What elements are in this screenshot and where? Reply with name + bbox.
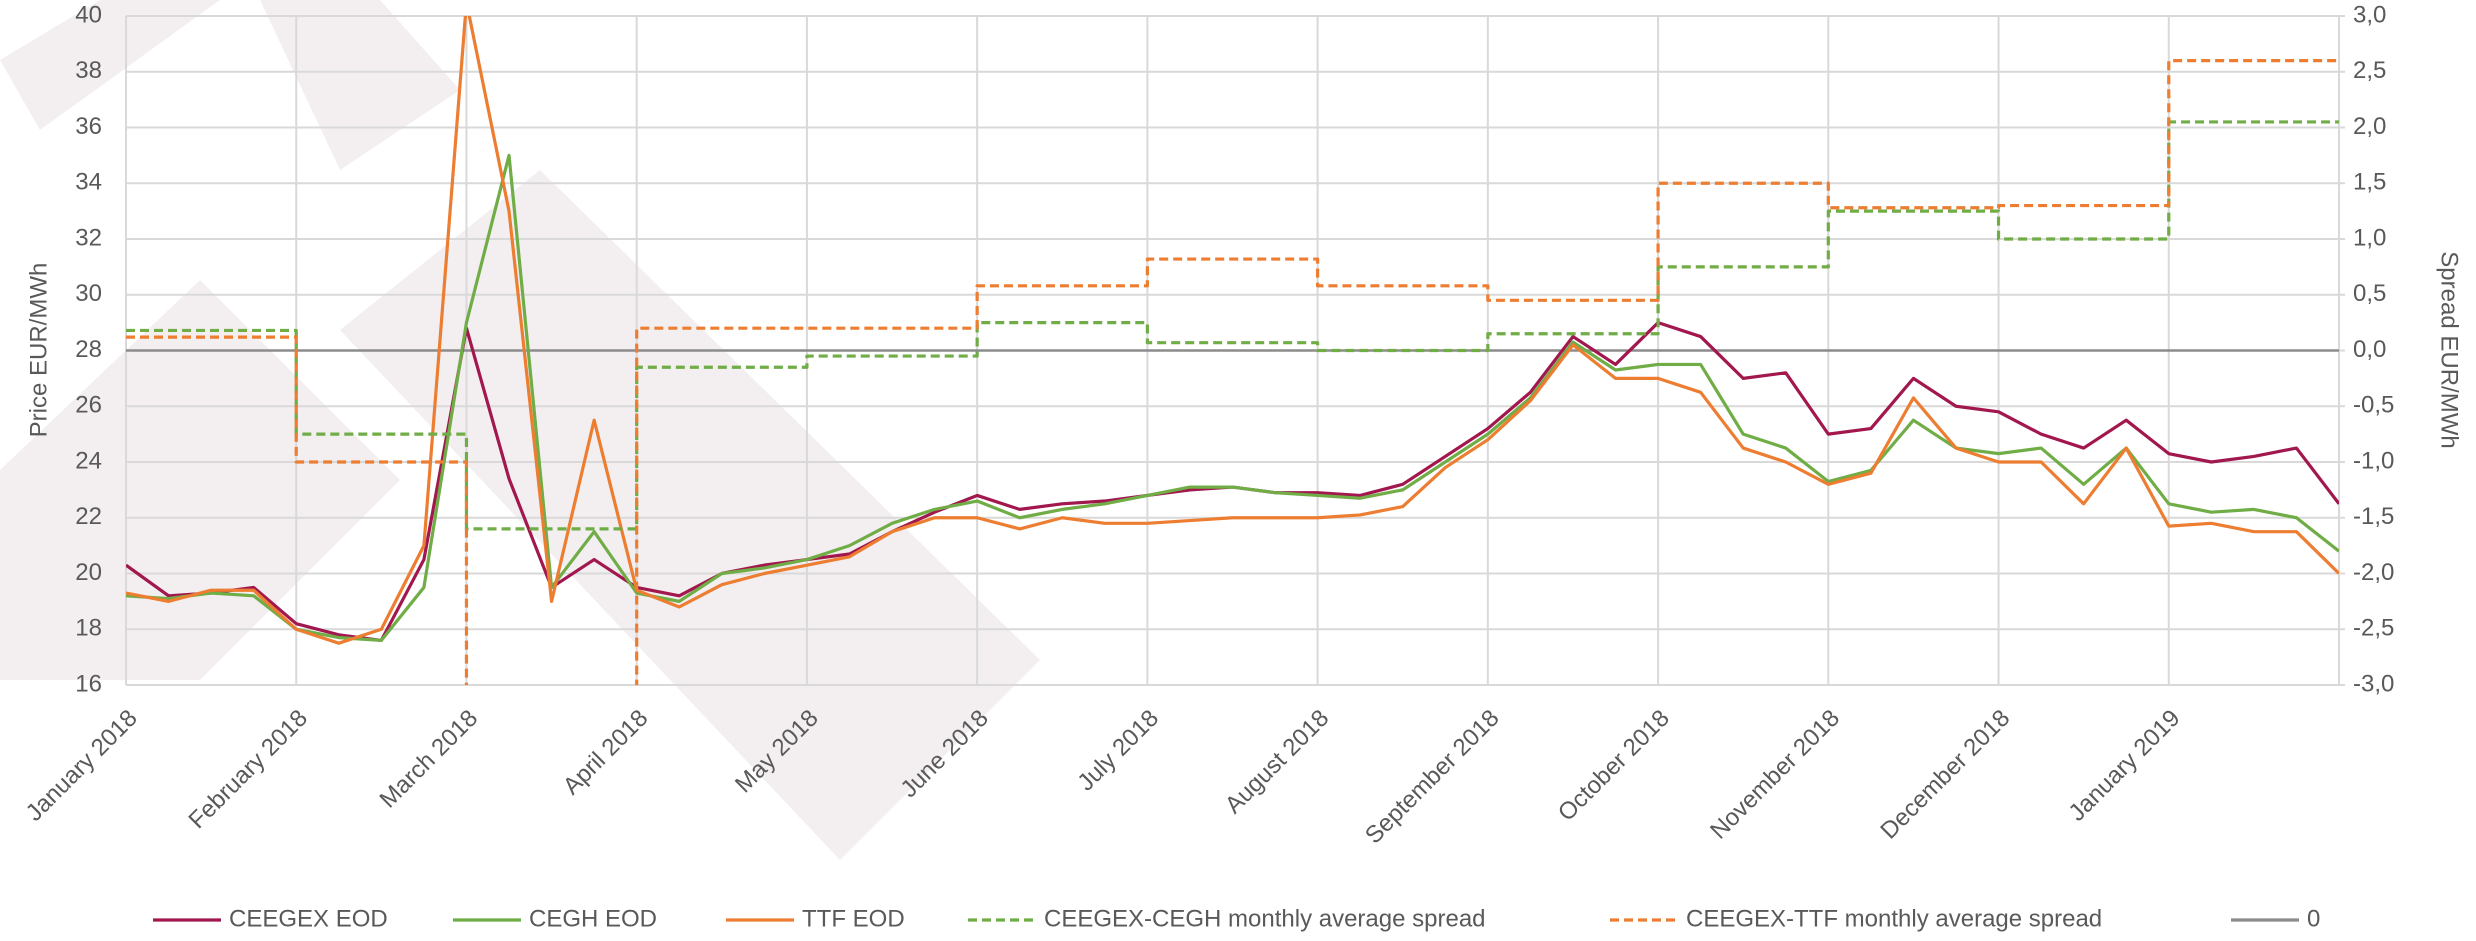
x-tick-label: February 2018 — [183, 705, 312, 834]
y-tick-label: 34 — [75, 169, 102, 196]
series-line — [126, 16, 2339, 645]
series-line — [126, 59, 2339, 685]
legend-label: 0 — [2307, 905, 2320, 932]
x-tick-label: July 2018 — [1072, 705, 1164, 797]
y-tick-label: 28 — [75, 336, 102, 363]
y-tick-label: 40 — [75, 1, 102, 28]
y-tick-label: 26 — [75, 392, 102, 419]
y-tick-label: 22 — [75, 503, 102, 530]
y2-tick-label: -1,5 — [2353, 503, 2394, 530]
y2-tick-label: 3,0 — [2353, 1, 2386, 28]
x-tick-label: January 2018 — [21, 705, 143, 827]
y-tick-label: 20 — [75, 559, 102, 586]
y-tick-label: 38 — [75, 57, 102, 84]
y2-tick-label: 2,0 — [2353, 113, 2386, 140]
legend-label: CEGH EOD — [529, 905, 657, 932]
y-tick-label: 36 — [75, 113, 102, 140]
series-line — [126, 153, 2339, 642]
x-tick-label: August 2018 — [1220, 705, 1334, 819]
y-tick-label: 18 — [75, 615, 102, 642]
y-tick-label: 30 — [75, 280, 102, 307]
y2-tick-label: -0,5 — [2353, 392, 2394, 419]
y-axis-label: Price EUR/MWh — [25, 263, 52, 438]
x-tick-label: April 2018 — [558, 705, 654, 801]
y2-tick-label: 2,5 — [2353, 57, 2386, 84]
x-tick-label: March 2018 — [374, 705, 483, 814]
legend-label: CEEGEX EOD — [229, 905, 388, 932]
y-tick-label: 24 — [75, 447, 102, 474]
y2-axis-label: Spread EUR/MWh — [2436, 251, 2463, 448]
y2-tick-label: 1,0 — [2353, 224, 2386, 251]
y-tick-label: 32 — [75, 224, 102, 251]
legend-label: CEEGEX-CEGH monthly average spread — [1044, 905, 1486, 932]
y2-tick-label: -2,5 — [2353, 615, 2394, 642]
watermark — [0, 0, 1040, 860]
x-tick-label: November 2018 — [1705, 705, 1845, 845]
y2-tick-label: 0,5 — [2353, 280, 2386, 307]
legend-label: TTF EOD — [802, 905, 905, 932]
x-tick-label: January 2019 — [2064, 705, 2186, 827]
y2-tick-label: -2,0 — [2353, 559, 2394, 586]
y2-tick-label: -1,0 — [2353, 447, 2394, 474]
y2-tick-label: 1,5 — [2353, 169, 2386, 196]
x-tick-label: September 2018 — [1360, 705, 1505, 850]
plot — [126, 16, 2339, 685]
x-tick-label: October 2018 — [1553, 705, 1675, 827]
legend-label: CEEGEX-TTF monthly average spread — [1686, 905, 2102, 932]
legend: CEEGEX EOD CEGH EOD TTF EOD CEEGEX-CEGH mon… — [153, 905, 2320, 932]
y-tick-label: 16 — [75, 670, 102, 697]
x-tick-label: December 2018 — [1875, 705, 2015, 845]
series-line — [126, 120, 2339, 531]
y2-tick-label: -3,0 — [2353, 670, 2394, 697]
y2-tick-label: 0,0 — [2353, 336, 2386, 363]
